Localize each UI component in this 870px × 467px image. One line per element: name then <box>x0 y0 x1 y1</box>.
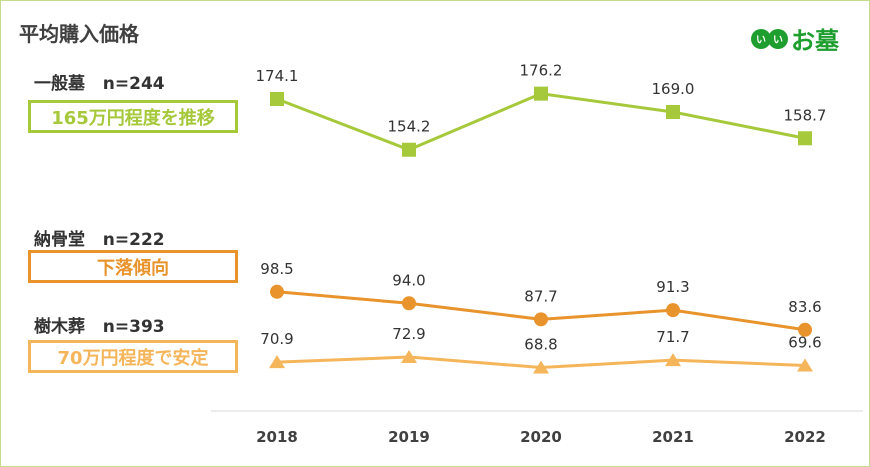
series-label-jumokuso: 樹木葬 n=393 <box>34 317 165 337</box>
x-tick-label: 2021 <box>652 428 694 446</box>
logo-mark-2: い <box>768 28 788 49</box>
data-label: 176.2 <box>520 62 563 80</box>
data-label: 169.0 <box>652 80 695 98</box>
data-label: 87.7 <box>524 287 557 305</box>
data-point-circle <box>534 312 548 327</box>
data-point-circle <box>666 303 680 318</box>
data-point-square <box>798 131 812 146</box>
data-label: 70.9 <box>260 330 293 348</box>
data-label: 158.7 <box>784 106 827 124</box>
x-tick-label: 2022 <box>784 428 826 446</box>
data-point-square <box>666 105 680 120</box>
logo-text: お墓 <box>791 27 839 55</box>
data-point-triangle <box>401 350 417 364</box>
data-point-triangle <box>665 353 681 367</box>
logo-mark-1: い <box>751 28 771 49</box>
data-point-circle <box>402 296 416 311</box>
data-label: 94.0 <box>392 271 425 289</box>
data-label: 174.1 <box>256 67 299 85</box>
data-label: 69.6 <box>788 333 821 351</box>
data-label: 154.2 <box>388 118 431 136</box>
data-label: 91.3 <box>656 278 689 296</box>
data-point-triangle <box>269 355 285 369</box>
data-point-square <box>534 86 548 101</box>
data-label: 71.7 <box>656 328 689 346</box>
series-note-noukotsudo: 下落傾向 <box>28 250 238 283</box>
x-tick-label: 2018 <box>256 428 298 446</box>
series-note-jumokuso: 70万円程度で安定 <box>28 340 238 373</box>
series-line <box>276 92 806 152</box>
data-label: 68.8 <box>524 336 557 354</box>
data-label: 72.9 <box>392 325 425 343</box>
data-point-square <box>402 142 416 157</box>
data-point-triangle <box>797 358 813 372</box>
series-note-ippanbo: 165万円程度を推移 <box>28 100 238 133</box>
data-point-triangle <box>533 360 549 374</box>
series-label-ippanbo: 一般墓 n=244 <box>34 74 165 94</box>
chart-title: 平均購入価格 <box>19 22 139 46</box>
logo: い い お墓 <box>751 21 839 56</box>
data-label: 83.6 <box>788 298 821 316</box>
data-point-circle <box>798 322 812 337</box>
x-tick-label: 2020 <box>520 428 562 446</box>
data-point-square <box>270 92 284 106</box>
x-tick-label: 2019 <box>388 428 430 446</box>
data-point-circle <box>270 284 284 299</box>
series-label-noukotsudo: 納骨堂 n=222 <box>34 230 165 250</box>
data-label: 98.5 <box>260 260 293 278</box>
